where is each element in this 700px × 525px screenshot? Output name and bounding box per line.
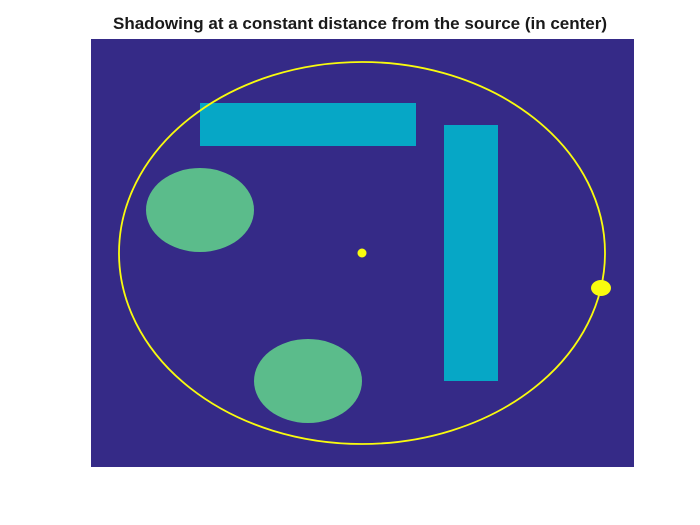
source-dot [357,248,367,258]
lower-ellipse-obstacle [254,339,362,423]
vertical-bar-obstacle [444,125,498,381]
figure-title: Shadowing at a constant distance from th… [112,14,608,33]
upper-left-ellipse-obstacle [146,168,254,252]
horizontal-bar-obstacle [200,103,416,146]
orbit-ellipse [118,61,606,445]
moving-marker-dot [591,280,611,296]
